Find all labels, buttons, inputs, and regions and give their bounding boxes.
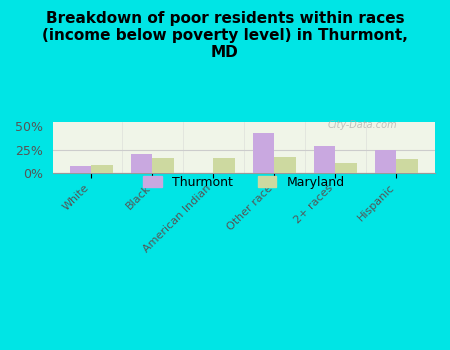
Bar [70, 166, 91, 173]
Bar [274, 157, 296, 173]
Bar [91, 165, 113, 173]
Text: City-Data.com: City-Data.com [328, 120, 398, 130]
Bar [396, 159, 418, 173]
Bar [153, 158, 174, 173]
Bar [131, 154, 153, 173]
Bar [335, 163, 357, 173]
Bar [253, 133, 274, 173]
Bar [213, 158, 235, 173]
Legend: Thurmont, Maryland: Thurmont, Maryland [138, 170, 350, 194]
Text: Breakdown of poor residents within races
(income below poverty level) in Thurmon: Breakdown of poor residents within races… [42, 10, 408, 60]
Bar [314, 146, 335, 173]
Bar [375, 150, 396, 173]
